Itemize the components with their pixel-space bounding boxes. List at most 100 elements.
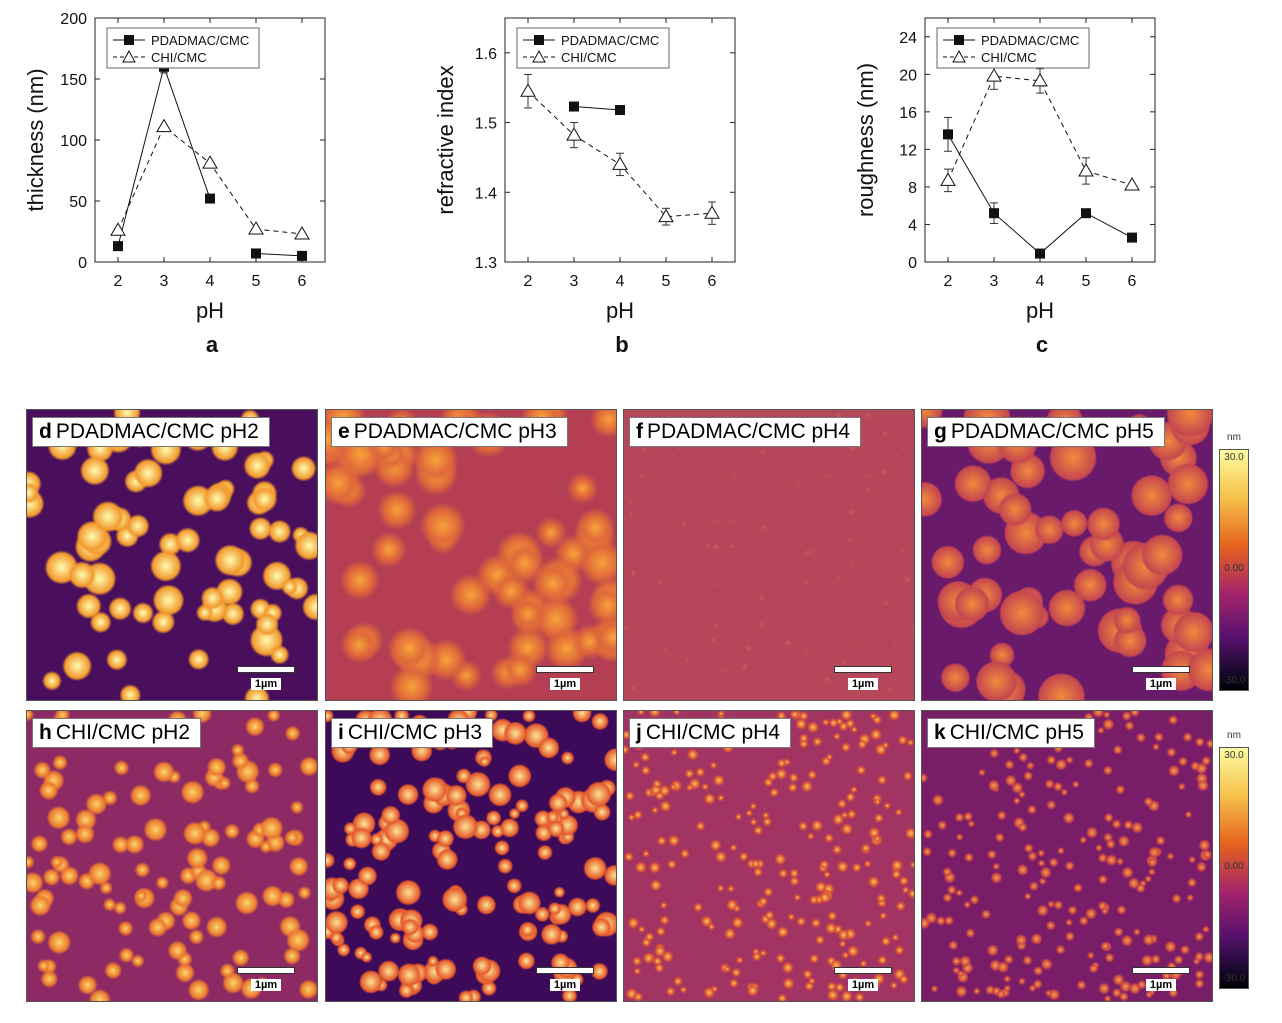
x-tick-label: 3: [990, 273, 999, 290]
data-point: [248, 221, 264, 235]
legend: PDADMAC/CMC CHI/CMC: [106, 27, 260, 69]
afm-panel-letter: d: [39, 420, 52, 443]
series-line: [255, 252, 303, 257]
afm-panel-letter: j: [636, 721, 642, 744]
colorbar-gradient: [1219, 747, 1249, 989]
scale-bar-label: 1µm: [250, 979, 282, 991]
scale-bar: 1µm: [834, 666, 892, 692]
scale-bar-label: 1µm: [1145, 678, 1177, 690]
data-point: [205, 193, 215, 204]
scale-bar: 1µm: [536, 967, 594, 993]
legend-label: PDADMAC/CMC: [561, 33, 659, 48]
scale-bar-line: [536, 666, 594, 673]
afm-panel-letter: f: [636, 420, 643, 443]
data-point: [1078, 162, 1094, 177]
x-tick-label: 3: [570, 273, 579, 290]
scale-bar-label: 1µm: [847, 678, 879, 690]
data-point: [202, 155, 218, 169]
x-tick-label: 6: [708, 273, 717, 290]
y-tick-label: 24: [899, 30, 917, 47]
data-point: [1032, 72, 1048, 87]
afm-panel-e: e PDADMAC/CMC pH3 1µm: [325, 409, 617, 701]
x-tick-label: 2: [944, 273, 953, 290]
legend: PDADMAC/CMC CHI/CMC: [516, 27, 670, 69]
data-point: [1124, 177, 1140, 191]
afm-panel-label: h CHI/CMC pH2: [32, 718, 202, 748]
y-tick-label: 200: [60, 11, 87, 28]
afm-panel-label: i CHI/CMC pH3: [331, 718, 494, 748]
data-point: [658, 208, 674, 223]
afm-panel-caption: CHI/CMC pH4: [645, 721, 781, 744]
colorbar-unit: nm: [1227, 730, 1241, 741]
x-tick-label: 2: [524, 273, 533, 290]
afm-panel-d: d PDADMAC/CMC pH2 1µm: [26, 409, 318, 701]
data-point: [704, 205, 720, 219]
scale-bar-line: [834, 967, 892, 974]
colorbar-bottom: nm 30.0 0.00 -30.0: [1219, 730, 1249, 989]
afm-panel-k: k CHI/CMC pH5 1µm: [921, 710, 1213, 1002]
afm-panel-j: j CHI/CMC pH4 1µm: [623, 710, 915, 1002]
scale-bar: 1µm: [834, 967, 892, 993]
y-axis-label: roughness (nm): [853, 63, 878, 217]
scale-bar-line: [1132, 967, 1190, 974]
panel-letter: a: [206, 332, 219, 357]
colorbar-gradient: [1219, 449, 1249, 691]
data-point: [612, 156, 628, 170]
chart-roughness: 2 3 4 5 6 0 4 8 12 16 20 24 pH roughness (nm) c PDADMAC…: [853, 17, 1156, 357]
x-tick-label: 4: [206, 273, 215, 290]
data-point: [986, 68, 1002, 82]
data-point: [1035, 248, 1045, 259]
y-tick-label: 0: [78, 255, 87, 272]
scale-bar-line: [1132, 666, 1190, 673]
colorbar-mid: 0.00: [1224, 563, 1244, 574]
x-tick-label: 5: [662, 273, 671, 290]
y-tick-label: 1.4: [475, 185, 497, 202]
series-chi-cmc: [520, 73, 720, 226]
y-tick-label: 1.3: [475, 255, 497, 272]
scale-bar: 1µm: [237, 967, 295, 993]
legend-label: CHI/CMC: [151, 50, 207, 65]
scale-bar: 1µm: [536, 666, 594, 692]
data-point: [294, 225, 310, 240]
afm-panel-caption: CHI/CMC pH2: [55, 721, 191, 744]
afm-panel-letter: h: [39, 721, 52, 744]
data-point: [110, 222, 126, 236]
series-line: [117, 125, 303, 235]
y-tick-label: 8: [908, 180, 917, 197]
colorbar-max: 30.0: [1224, 452, 1244, 463]
y-tick-label: 20: [899, 67, 917, 84]
data-point: [569, 101, 579, 112]
afm-panel-label: d PDADMAC/CMC pH2: [32, 417, 270, 447]
x-tick-label: 2: [114, 273, 123, 290]
colorbar-min: -30.0: [1222, 675, 1246, 686]
series-line: [947, 134, 1133, 255]
legend: PDADMAC/CMC CHI/CMC: [936, 27, 1090, 69]
y-tick-label: 16: [899, 105, 917, 122]
y-axis-label: thickness (nm): [23, 68, 48, 211]
colorbar-top: nm 30.0 0.00 -30.0: [1219, 432, 1249, 691]
legend-label: CHI/CMC: [981, 50, 1037, 65]
series-chi-cmc: [940, 62, 1140, 193]
colorbar-unit: nm: [1227, 432, 1241, 443]
y-tick-label: 50: [69, 194, 87, 211]
scale-bar-label: 1µm: [847, 979, 879, 991]
x-tick-label: 4: [616, 273, 625, 290]
y-tick-label: 0: [908, 255, 917, 272]
colorbar-mid: 0.00: [1224, 861, 1244, 872]
y-tick-label: 1.6: [475, 46, 497, 63]
data-point: [615, 105, 625, 116]
y-tick-label: 4: [908, 217, 917, 234]
scale-bar-line: [834, 666, 892, 673]
scale-bar-label: 1µm: [250, 678, 282, 690]
series-chi-cmc: [110, 118, 310, 240]
colorbar-min: -30.0: [1222, 973, 1246, 984]
data-point: [1081, 208, 1091, 219]
x-axis-label: pH: [196, 298, 224, 323]
series-pdadmac-cmc: [943, 116, 1137, 259]
data-point: [251, 248, 261, 259]
afm-panel-g: g PDADMAC/CMC pH5 1µm: [921, 409, 1213, 701]
scale-bar: 1µm: [1132, 967, 1190, 993]
scale-bar-label: 1µm: [549, 678, 581, 690]
afm-panel-letter: e: [338, 420, 350, 443]
afm-panel-f: f PDADMAC/CMC pH4 1µm: [623, 409, 915, 701]
